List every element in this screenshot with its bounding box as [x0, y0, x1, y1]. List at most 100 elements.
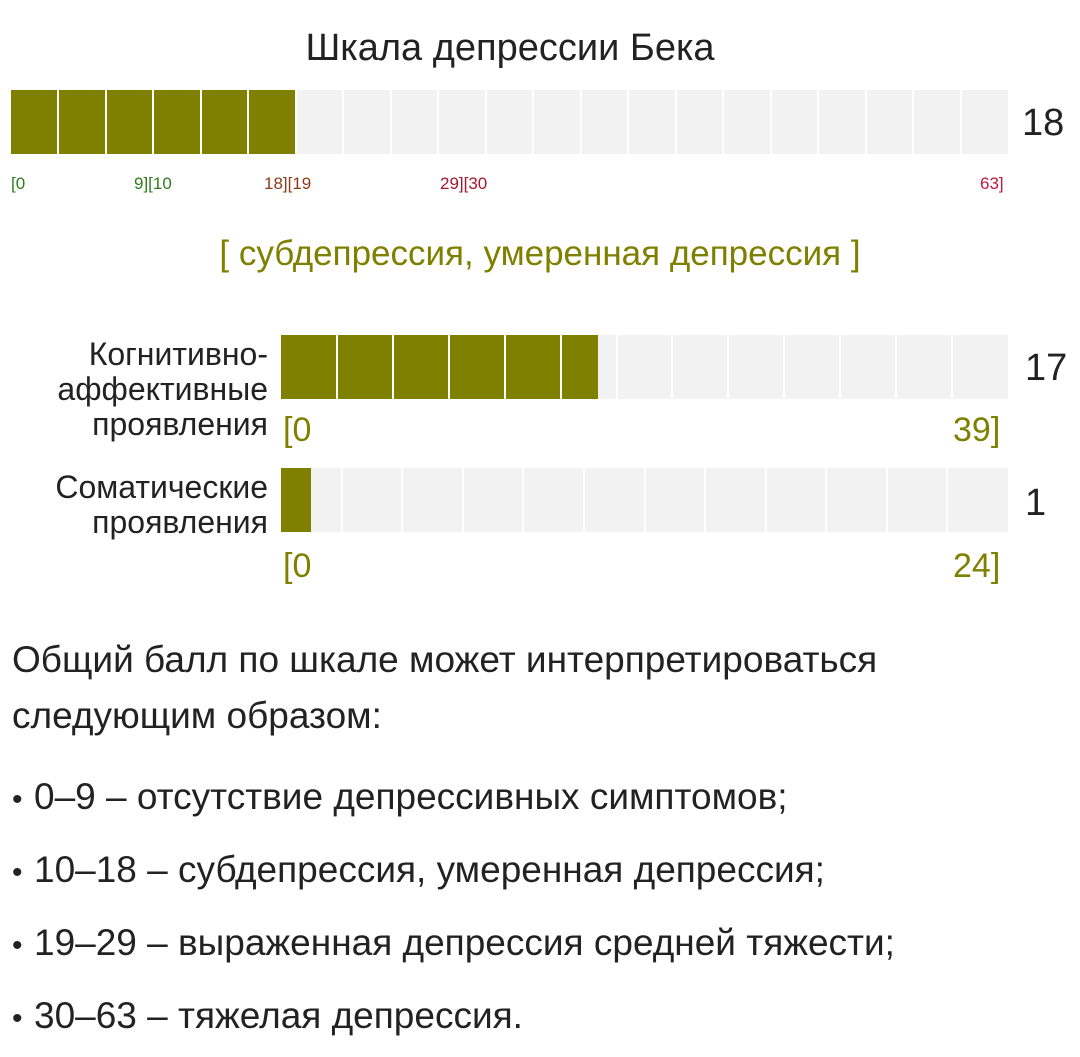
bar-cell-empty [976, 90, 993, 154]
list-item-text: 10–18 – субдепрессия, умеренная депресси… [34, 849, 825, 890]
bar-cell-empty [770, 90, 787, 154]
bar-cell-filled [153, 90, 170, 154]
bar-cell-empty [675, 90, 692, 154]
bar-separator [57, 90, 60, 154]
bar-cell-empty [735, 468, 766, 532]
bar-cell-empty [517, 90, 534, 154]
bar-separator [643, 468, 646, 532]
bar-cell-empty [765, 468, 796, 532]
bar-cell-empty [462, 468, 494, 532]
bar-cell-filled [58, 90, 75, 154]
bar-cell-empty [674, 468, 706, 532]
bar-cell-empty [616, 335, 636, 399]
subscale-score-cognitive: 17 [1025, 347, 1068, 389]
bar-separator [484, 90, 487, 154]
bar-cell-empty [754, 90, 771, 154]
bar-cell-filled [541, 335, 561, 399]
bullet-icon: • [12, 1002, 23, 1035]
bar-cell-filled [523, 335, 542, 399]
bar-separator [391, 335, 394, 399]
bar-cell-empty [553, 468, 584, 532]
bar-cell-empty [960, 90, 977, 154]
bar-separator [764, 468, 767, 532]
bar-cell-filled [42, 90, 59, 154]
subscale-label-cognitive: Когнитивно- аффективные проявления [57, 336, 268, 442]
bar-cell-empty [784, 335, 803, 399]
bar-cell-filled [504, 335, 524, 399]
bar-separator [579, 90, 582, 154]
subscale-range-max-somatic: 24] [953, 547, 1001, 585]
main-score-bar [11, 90, 1008, 154]
list-item: • 10–18 – субдепрессия, умеренная депресс… [12, 835, 1072, 908]
bar-cell-filled [185, 90, 201, 154]
bar-separator [704, 468, 707, 532]
bar-separator [389, 90, 392, 154]
page-title: Шкала депрессии Бека [305, 27, 715, 69]
bar-separator [447, 335, 450, 399]
bar-cell-empty [933, 335, 953, 399]
bar-cell-empty [469, 90, 486, 154]
bar-cell-empty [485, 90, 502, 154]
bar-cell-empty [914, 335, 934, 399]
range-label-29-30: 29][30 [440, 174, 488, 193]
bar-cell-empty [359, 90, 375, 154]
bar-cell-filled [232, 90, 249, 154]
bar-separator [839, 335, 842, 399]
bar-cell-empty [374, 90, 391, 154]
bar-cell-empty [821, 335, 841, 399]
bar-cell-empty [653, 335, 673, 399]
bar-cell-empty [493, 468, 524, 532]
bar-cell-empty [786, 90, 803, 154]
bar-cell-empty [454, 90, 470, 154]
subscale-score-somatic: 1 [1025, 482, 1047, 524]
bar-cell-empty [644, 90, 660, 154]
bar-separator [104, 90, 107, 154]
bar-separator [294, 90, 297, 154]
bar-cell-empty [877, 335, 897, 399]
bar-cell-empty [533, 90, 550, 154]
bar-cell-empty [856, 468, 887, 532]
bar-cell-empty [614, 468, 645, 532]
bar-cell-empty [644, 468, 675, 532]
bar-cell-filled [90, 90, 106, 154]
subscale-bar-cognitive [281, 335, 1008, 399]
bar-cell-empty [858, 335, 878, 399]
bar-cell-empty [795, 468, 827, 532]
subscale-range-min-somatic: [0 [283, 547, 312, 585]
bar-cell-empty [432, 468, 463, 532]
bar-cell-empty [928, 90, 945, 154]
bar-cell-empty [341, 468, 372, 532]
bar-cell-empty [628, 90, 644, 154]
bar-separator [199, 90, 202, 154]
bar-cell-empty [728, 335, 748, 399]
bar-cell-filled [264, 90, 281, 154]
bar-cell-filled [336, 335, 356, 399]
bar-cell-empty [612, 90, 629, 154]
bar-cell-empty [747, 335, 766, 399]
bar-cell-empty [705, 468, 736, 532]
bar-cell-empty [896, 335, 915, 399]
bar-separator [825, 468, 828, 532]
bar-separator [247, 90, 250, 154]
bar-cell-filled [560, 335, 580, 399]
bar-separator [946, 468, 949, 532]
bar-cell-filled [248, 90, 265, 154]
bar-cell-empty [765, 335, 785, 399]
range-label-18-19: 18][19 [264, 174, 312, 193]
bar-cell-empty [947, 468, 978, 532]
bar-cell-empty [802, 335, 822, 399]
bar-separator [582, 468, 585, 532]
bar-separator [152, 90, 155, 154]
bar-cell-empty [523, 468, 554, 532]
bar-separator [951, 335, 954, 399]
bar-cell-empty [992, 90, 1008, 154]
bar-cell-filled [121, 90, 138, 154]
bar-separator [437, 90, 440, 154]
bar-cell-empty [422, 90, 439, 154]
bar-cell-empty [989, 335, 1008, 399]
bar-cell-empty [944, 90, 961, 154]
bar-separator [769, 90, 772, 154]
bar-cell-empty [564, 90, 581, 154]
bar-separator [401, 468, 404, 532]
bar-cell-filled [281, 335, 300, 399]
